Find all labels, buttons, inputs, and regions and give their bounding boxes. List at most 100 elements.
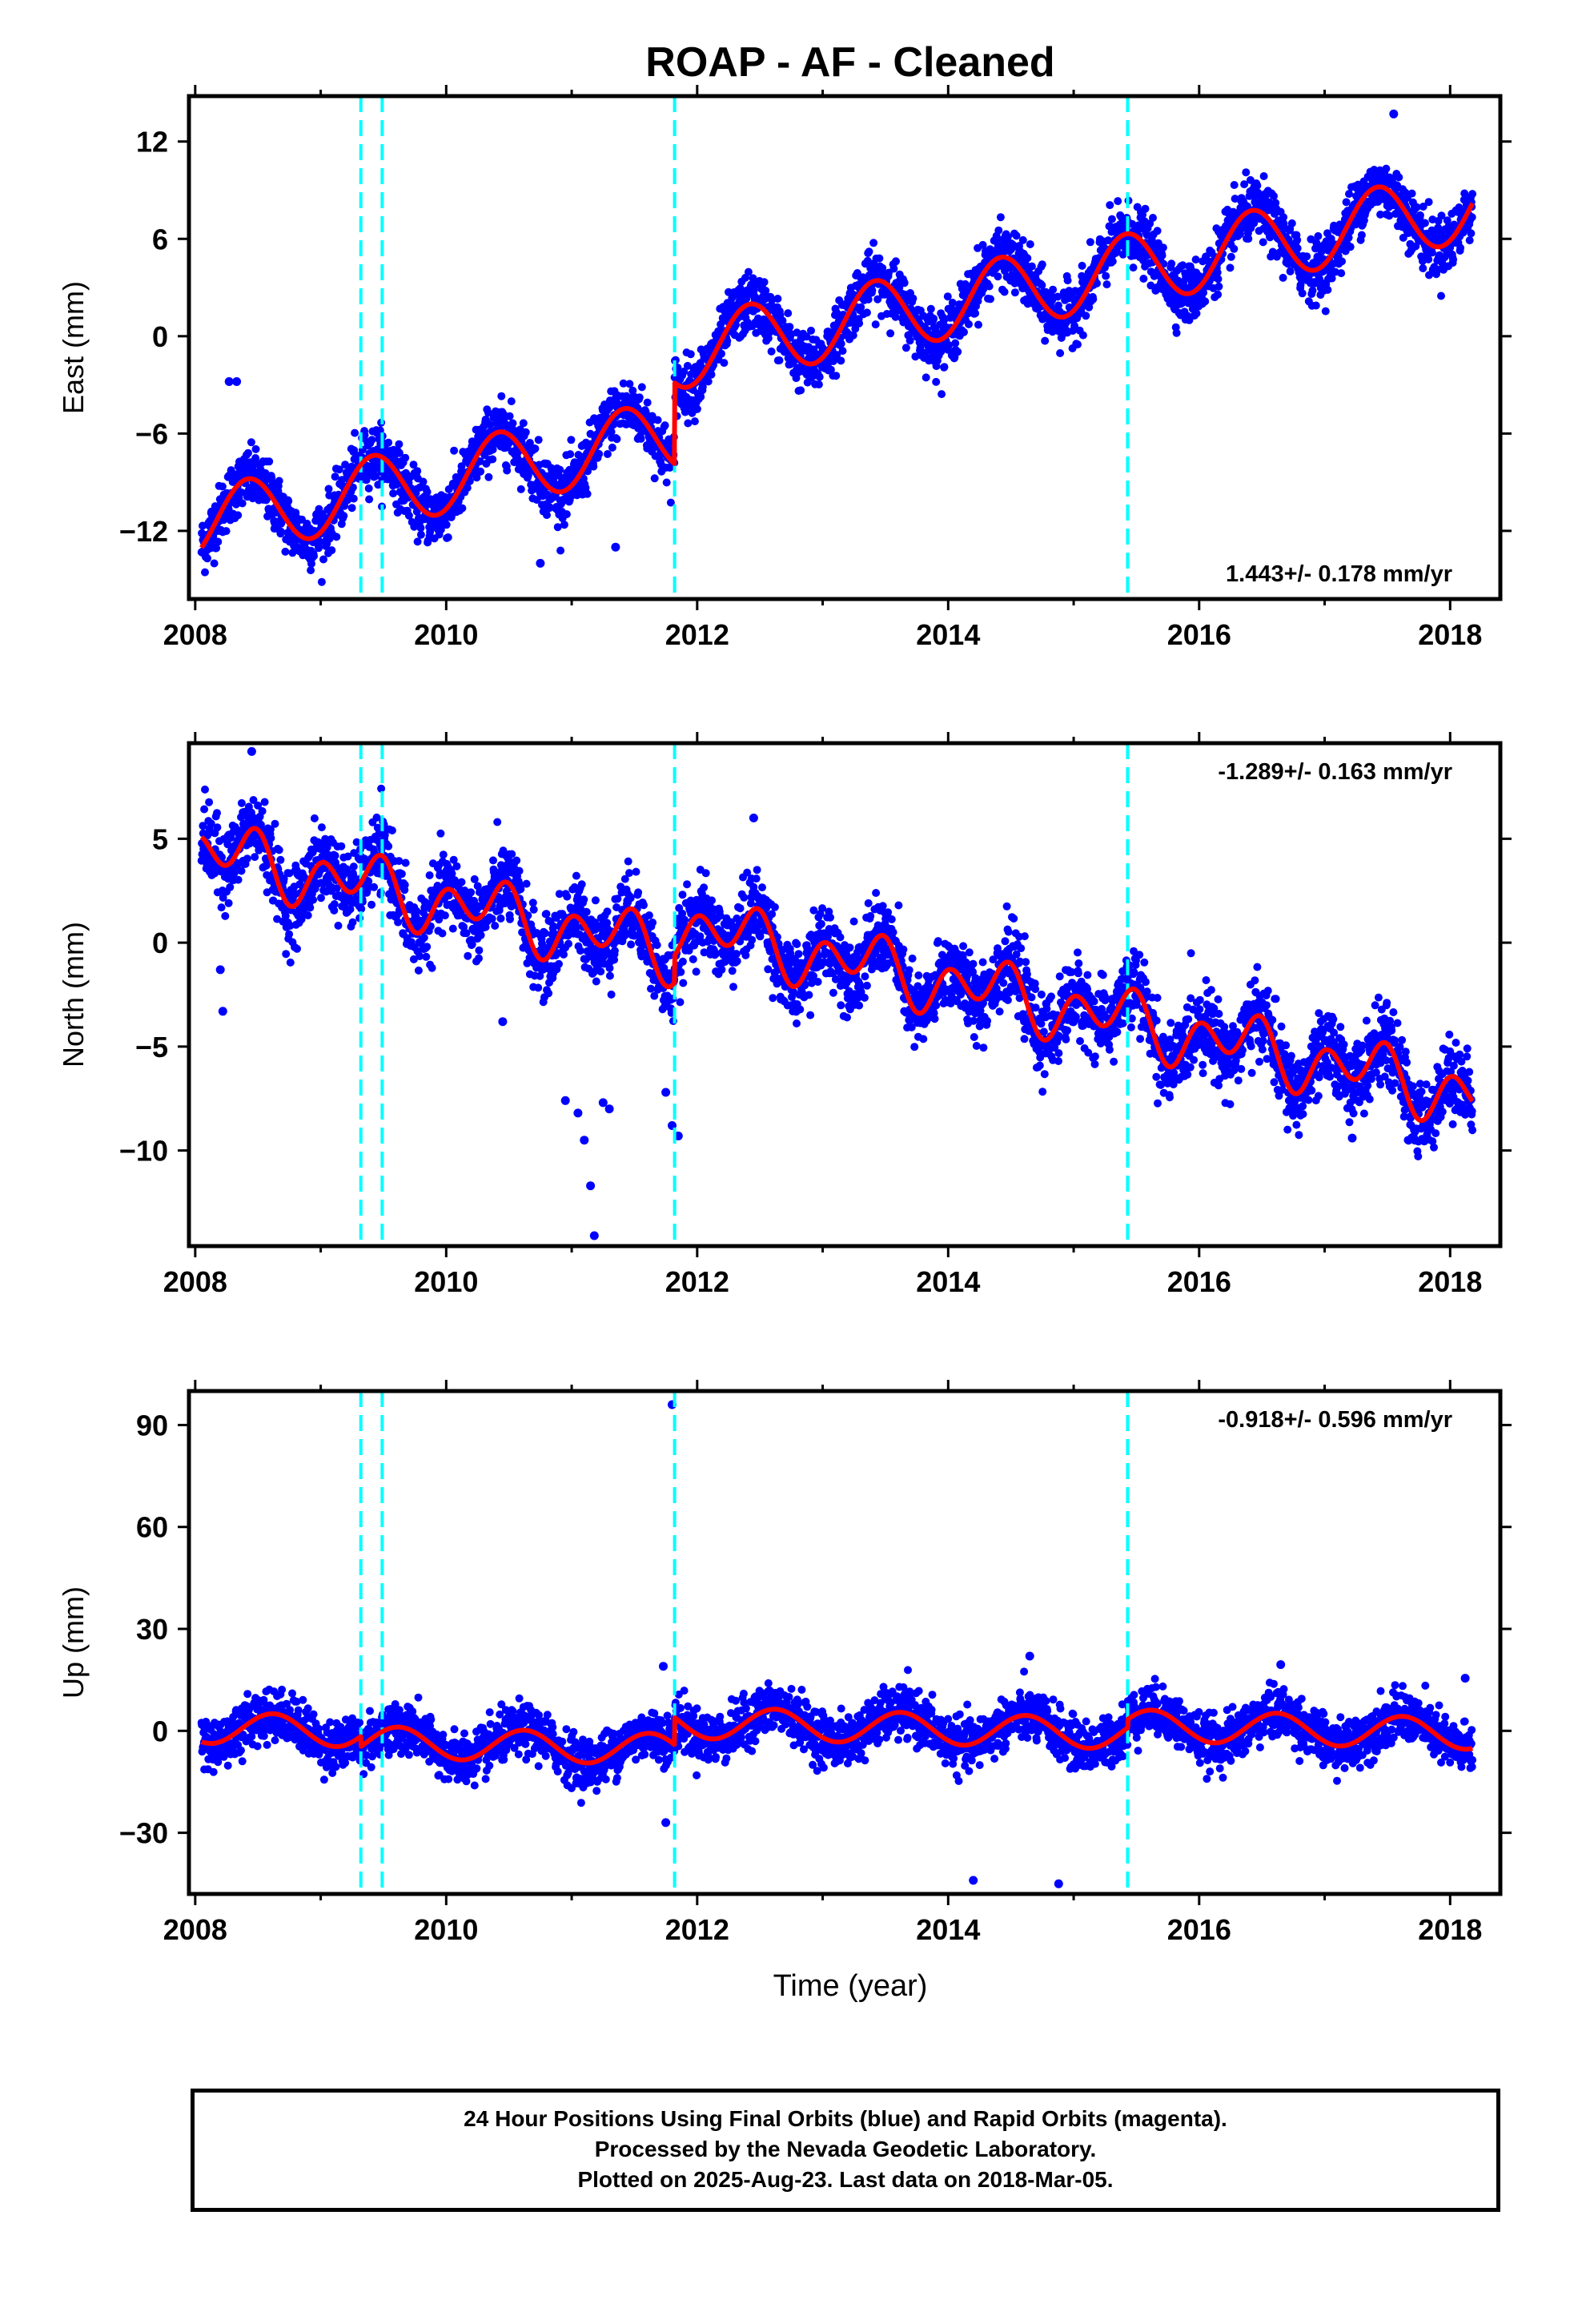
data-point [238, 499, 247, 508]
data-point [1018, 235, 1027, 244]
data-point [237, 866, 246, 875]
data-point [1102, 280, 1111, 289]
data-point [488, 445, 497, 454]
data-point [438, 929, 447, 938]
data-point [797, 386, 805, 395]
data-point [310, 552, 318, 561]
data-point [662, 478, 671, 487]
data-point [243, 854, 251, 863]
data-point [317, 823, 326, 832]
data-point [960, 328, 968, 336]
data-points [197, 746, 1477, 1240]
data-point [384, 842, 393, 850]
data-point [203, 554, 211, 563]
rate-label: 1.443+/- 0.178 mm/yr [1226, 561, 1452, 587]
data-point [581, 484, 590, 492]
data-point [971, 309, 980, 318]
data-point [1407, 189, 1416, 198]
data-point [371, 472, 380, 480]
data-point [488, 455, 497, 464]
data-point [506, 915, 514, 923]
data-point [932, 377, 941, 386]
data-point [553, 523, 562, 532]
data-point [1141, 204, 1150, 213]
data-point [339, 512, 348, 521]
data-point [954, 348, 962, 356]
data-point [217, 903, 226, 912]
data-point [491, 922, 500, 930]
data-point [324, 485, 333, 493]
data-point [247, 438, 255, 447]
data-point [350, 446, 359, 455]
data-point [595, 449, 604, 458]
data-point [486, 420, 495, 429]
data-point [522, 879, 531, 888]
data-point [349, 494, 358, 503]
data-point [1415, 211, 1424, 219]
data-point [213, 809, 221, 818]
data-point [684, 419, 693, 428]
data-point [423, 488, 432, 497]
data-point [542, 910, 551, 919]
data-point [444, 533, 452, 541]
data-point [693, 404, 701, 413]
data-point [234, 875, 243, 884]
data-point [653, 416, 662, 424]
data-point [404, 511, 413, 520]
data-point [276, 855, 285, 864]
data-point [563, 892, 572, 901]
data-point [476, 467, 485, 476]
data-point [1191, 255, 1200, 264]
data-point [251, 454, 260, 462]
data-point [549, 922, 558, 931]
data-point [1102, 271, 1110, 280]
data-point [589, 462, 598, 471]
data-point [515, 866, 524, 875]
data-point [857, 303, 865, 312]
data-point [637, 383, 646, 392]
data-point [784, 309, 793, 318]
data-point [889, 264, 898, 273]
data-point [1287, 219, 1296, 227]
data-point [234, 511, 243, 520]
data-point [531, 444, 540, 453]
data-point [389, 489, 398, 498]
data-point [560, 950, 568, 959]
data-point [572, 871, 580, 880]
data-point [607, 990, 616, 999]
data-point [1078, 261, 1086, 270]
data-point [994, 226, 1003, 235]
data-point [567, 436, 576, 444]
data-point [1449, 255, 1458, 263]
data-point [348, 918, 357, 927]
data-point [1293, 244, 1302, 252]
data-point [1226, 263, 1235, 272]
data-point [1000, 287, 1009, 296]
data-point [815, 372, 824, 381]
data-point [258, 806, 267, 815]
data-point [317, 577, 326, 586]
data-point [529, 905, 538, 914]
data-point [1270, 191, 1278, 200]
data-point [717, 320, 725, 328]
data-point [285, 930, 294, 939]
data-point [1419, 264, 1427, 272]
data-point [837, 340, 845, 348]
data-point [938, 390, 946, 399]
data-point [470, 875, 479, 883]
x-tick-label: 2014 [916, 618, 980, 651]
data-point [865, 247, 873, 256]
y-tick-label: −6 [135, 417, 168, 450]
data-point [564, 939, 572, 948]
data-point [335, 465, 343, 474]
data-point [909, 294, 917, 303]
data-point [1214, 290, 1223, 299]
data-point [635, 393, 644, 402]
data-point [785, 323, 794, 332]
data-point [248, 463, 257, 472]
data-point [1465, 236, 1474, 245]
data-point [534, 983, 543, 992]
data-point [306, 903, 315, 912]
data-point [327, 546, 336, 555]
data-point [619, 379, 628, 388]
